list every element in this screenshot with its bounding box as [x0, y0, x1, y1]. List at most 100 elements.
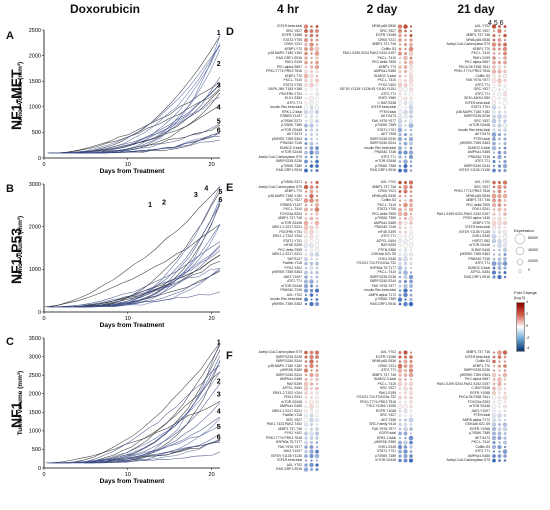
expression-dot [304, 294, 308, 297]
expression-dot [408, 123, 414, 128]
expression-dot [397, 118, 403, 124]
expression-dot [491, 132, 497, 137]
expression-dot [304, 360, 308, 363]
expression-dot [503, 155, 507, 159]
expression-dot [310, 459, 313, 462]
growth-curve [59, 42, 221, 154]
growth-curve [55, 425, 221, 464]
protein-label: Insulin.Rec.beta.total [458, 127, 490, 132]
expression-dot [403, 60, 408, 65]
protein-label: IGF1R.beta.total [277, 24, 302, 28]
expression-dot [497, 220, 502, 226]
expression-dot [502, 180, 508, 185]
expression-dot [315, 298, 319, 302]
expression-dot [498, 423, 501, 426]
expression-dot [310, 391, 313, 395]
protein-label: FOXO3a.S253 [467, 399, 490, 404]
expression-dot [404, 217, 407, 220]
expression-dot [502, 234, 508, 239]
protein-label: p90RSK.T359.S363 [459, 372, 490, 377]
protein-label: FAK.Y576.Y577 [371, 118, 396, 123]
expression-dot [408, 82, 414, 88]
x-tick-label: 0 [42, 472, 45, 478]
series-label: 2 [217, 379, 221, 386]
expression-dot [503, 364, 507, 368]
expression-dot [304, 168, 308, 173]
protein-label: CHK1.S345 [378, 256, 396, 261]
expression-dot [503, 60, 507, 65]
expression-dot [309, 225, 314, 230]
expression-dot [497, 203, 502, 207]
expression-dot [403, 301, 408, 307]
expression-dot [303, 73, 309, 79]
protein-label: RAS.GRF1.S916 [370, 301, 396, 306]
expression-dot [310, 133, 313, 136]
expression-dot [398, 257, 402, 261]
expression-dot [304, 101, 308, 105]
protein-label: ATF2.T71 [475, 91, 490, 96]
expression-dot [315, 418, 319, 422]
expression-dot [503, 257, 507, 261]
protein-label: S6RP.S235.S236 [463, 368, 490, 372]
expression-dot [492, 33, 496, 38]
expression-dot [315, 386, 319, 391]
x-axis-title: Days from Treatment [100, 168, 165, 175]
expression-dot [503, 253, 507, 257]
expression-dot [304, 257, 308, 261]
expression-dot [303, 386, 309, 391]
expression-dot [408, 301, 414, 307]
expression-dot [397, 234, 403, 239]
expression-dot [314, 51, 320, 56]
expression-dot [309, 350, 314, 355]
expression-dot [310, 378, 313, 381]
expression-dot [409, 190, 413, 193]
expression-dot [497, 69, 502, 74]
expression-dot [309, 252, 314, 257]
expression-dot [304, 391, 308, 395]
protein-label: S6RP.S235.S236 [275, 159, 302, 163]
protein-label: mTOR.S2448 [469, 243, 490, 247]
protein-label: 4EBP1.T37.T46 [465, 198, 490, 202]
expression-dot [502, 248, 508, 253]
expression-dot [310, 387, 313, 390]
expression-dot [492, 351, 496, 354]
protein-label: RAF.S259 [380, 243, 396, 247]
expression-dot [491, 42, 497, 47]
expression-dot [304, 47, 308, 51]
protein-label: SRC.Y527 [379, 28, 396, 33]
expression-dot [498, 137, 501, 141]
protein-label: p70S6K.T389 [375, 297, 396, 301]
protein-label: SRC.Y527 [473, 118, 490, 123]
expression-dot [304, 431, 308, 436]
protein-label: ERK1.2.total [376, 435, 396, 440]
growth-curve [85, 187, 221, 308]
expression-dot [398, 150, 402, 155]
expression-dot [409, 293, 413, 297]
expression-dot [398, 302, 402, 306]
expression-dot [498, 450, 501, 453]
fold-tick-neg4: -4 [526, 346, 530, 350]
protein-label: Acetyl.CoA.Carboxylase.S79 [258, 154, 302, 159]
legend-expression-title: Expression [514, 228, 534, 233]
expression-dot [491, 101, 497, 106]
expression-dot [309, 74, 314, 79]
expression-dot [409, 38, 413, 42]
expression-dot [309, 399, 314, 405]
protein-label: eIF4E.S209 [378, 229, 396, 234]
expression-dot [315, 25, 319, 29]
expression-dot [492, 359, 496, 364]
protein-label: S6RP.S235.S236 [463, 114, 490, 118]
expression-dot [498, 106, 501, 109]
protein-label: p38.MAPK.T180.Y182 [268, 193, 302, 198]
expression-dot [503, 360, 507, 363]
expression-dot [409, 221, 413, 225]
expression-dot [398, 132, 402, 137]
expression-dot [309, 193, 314, 199]
protein-label: ERK1.2.T202.Y204 [272, 390, 302, 395]
expression-dot [497, 230, 502, 234]
expression-dot [404, 43, 407, 47]
protein-label: PTEN.total [473, 136, 490, 141]
expression-dot [503, 382, 507, 386]
expression-dot [315, 414, 319, 417]
protein-label: SRC.Y527 [285, 198, 302, 202]
